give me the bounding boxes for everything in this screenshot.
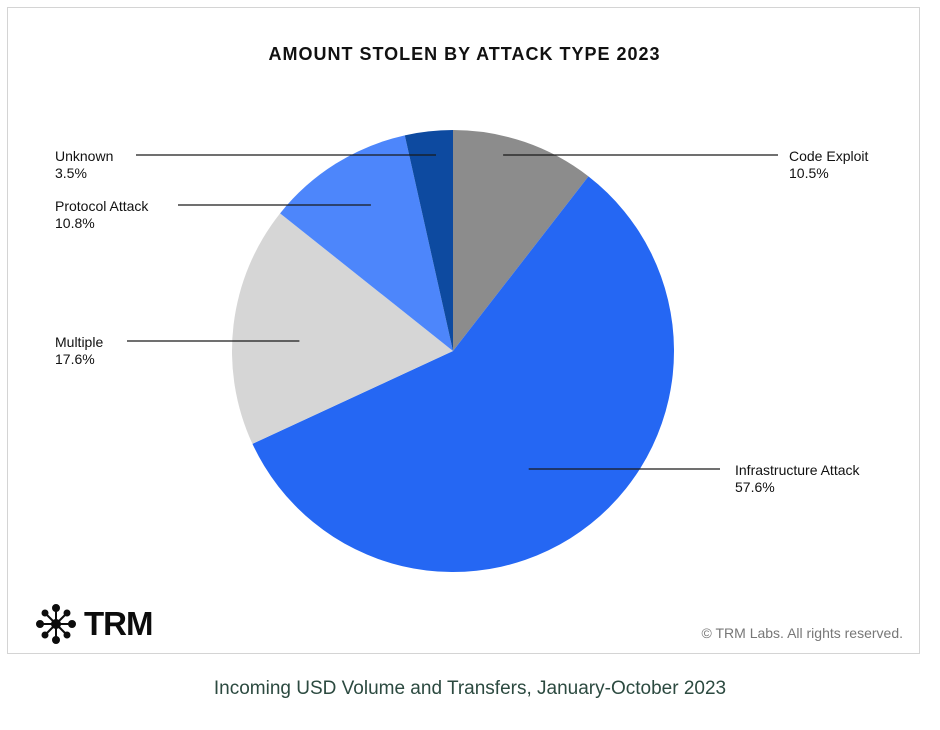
- slice-label-text: Code Exploit: [789, 148, 869, 164]
- pie-slice-protocol-attack: [280, 135, 453, 351]
- slice-label-value: 10.8%: [55, 215, 95, 231]
- slice-label-protocol-attack: Protocol Attack 10.8%: [55, 198, 148, 232]
- chart-title: AMOUNT STOLEN BY ATTACK TYPE 2023: [268, 44, 661, 64]
- trm-logo: TRM: [34, 604, 153, 644]
- slice-label-value: 10.5%: [789, 165, 829, 181]
- slice-label-multiple: Multiple 17.6%: [55, 334, 103, 368]
- slice-label-value: 57.6%: [735, 479, 775, 495]
- slice-label-text: Protocol Attack: [55, 198, 149, 214]
- logo-wordmark: TRM: [84, 605, 153, 642]
- slice-label-code-exploit: Code Exploit 10.5%: [789, 148, 868, 182]
- pie-chart: [127, 130, 778, 573]
- chart-card: AMOUNT STOLEN BY ATTACK TYPE 2023 Code E…: [7, 7, 920, 654]
- slice-label-infrastructure-attack: Infrastructure Attack 57.6%: [735, 462, 860, 496]
- pie-slice-unknown: [404, 130, 453, 351]
- slice-label-value: 3.5%: [55, 165, 87, 181]
- slice-label-text: Unknown: [55, 148, 114, 164]
- network-node-icon: [36, 604, 76, 644]
- pie-slice-code-exploit: [453, 130, 589, 351]
- pie-slice-infrastructure-attack: [252, 176, 675, 573]
- pie-slice-multiple: [232, 213, 453, 444]
- slice-label-text: Infrastructure Attack: [735, 462, 860, 478]
- slice-label-text: Multiple: [55, 334, 104, 350]
- copyright-notice: © TRM Labs. All rights reserved.: [701, 625, 903, 641]
- slice-label-unknown: Unknown 3.5%: [55, 148, 113, 182]
- image-caption: Incoming USD Volume and Transfers, Janua…: [213, 678, 727, 699]
- slice-label-value: 17.6%: [55, 351, 95, 367]
